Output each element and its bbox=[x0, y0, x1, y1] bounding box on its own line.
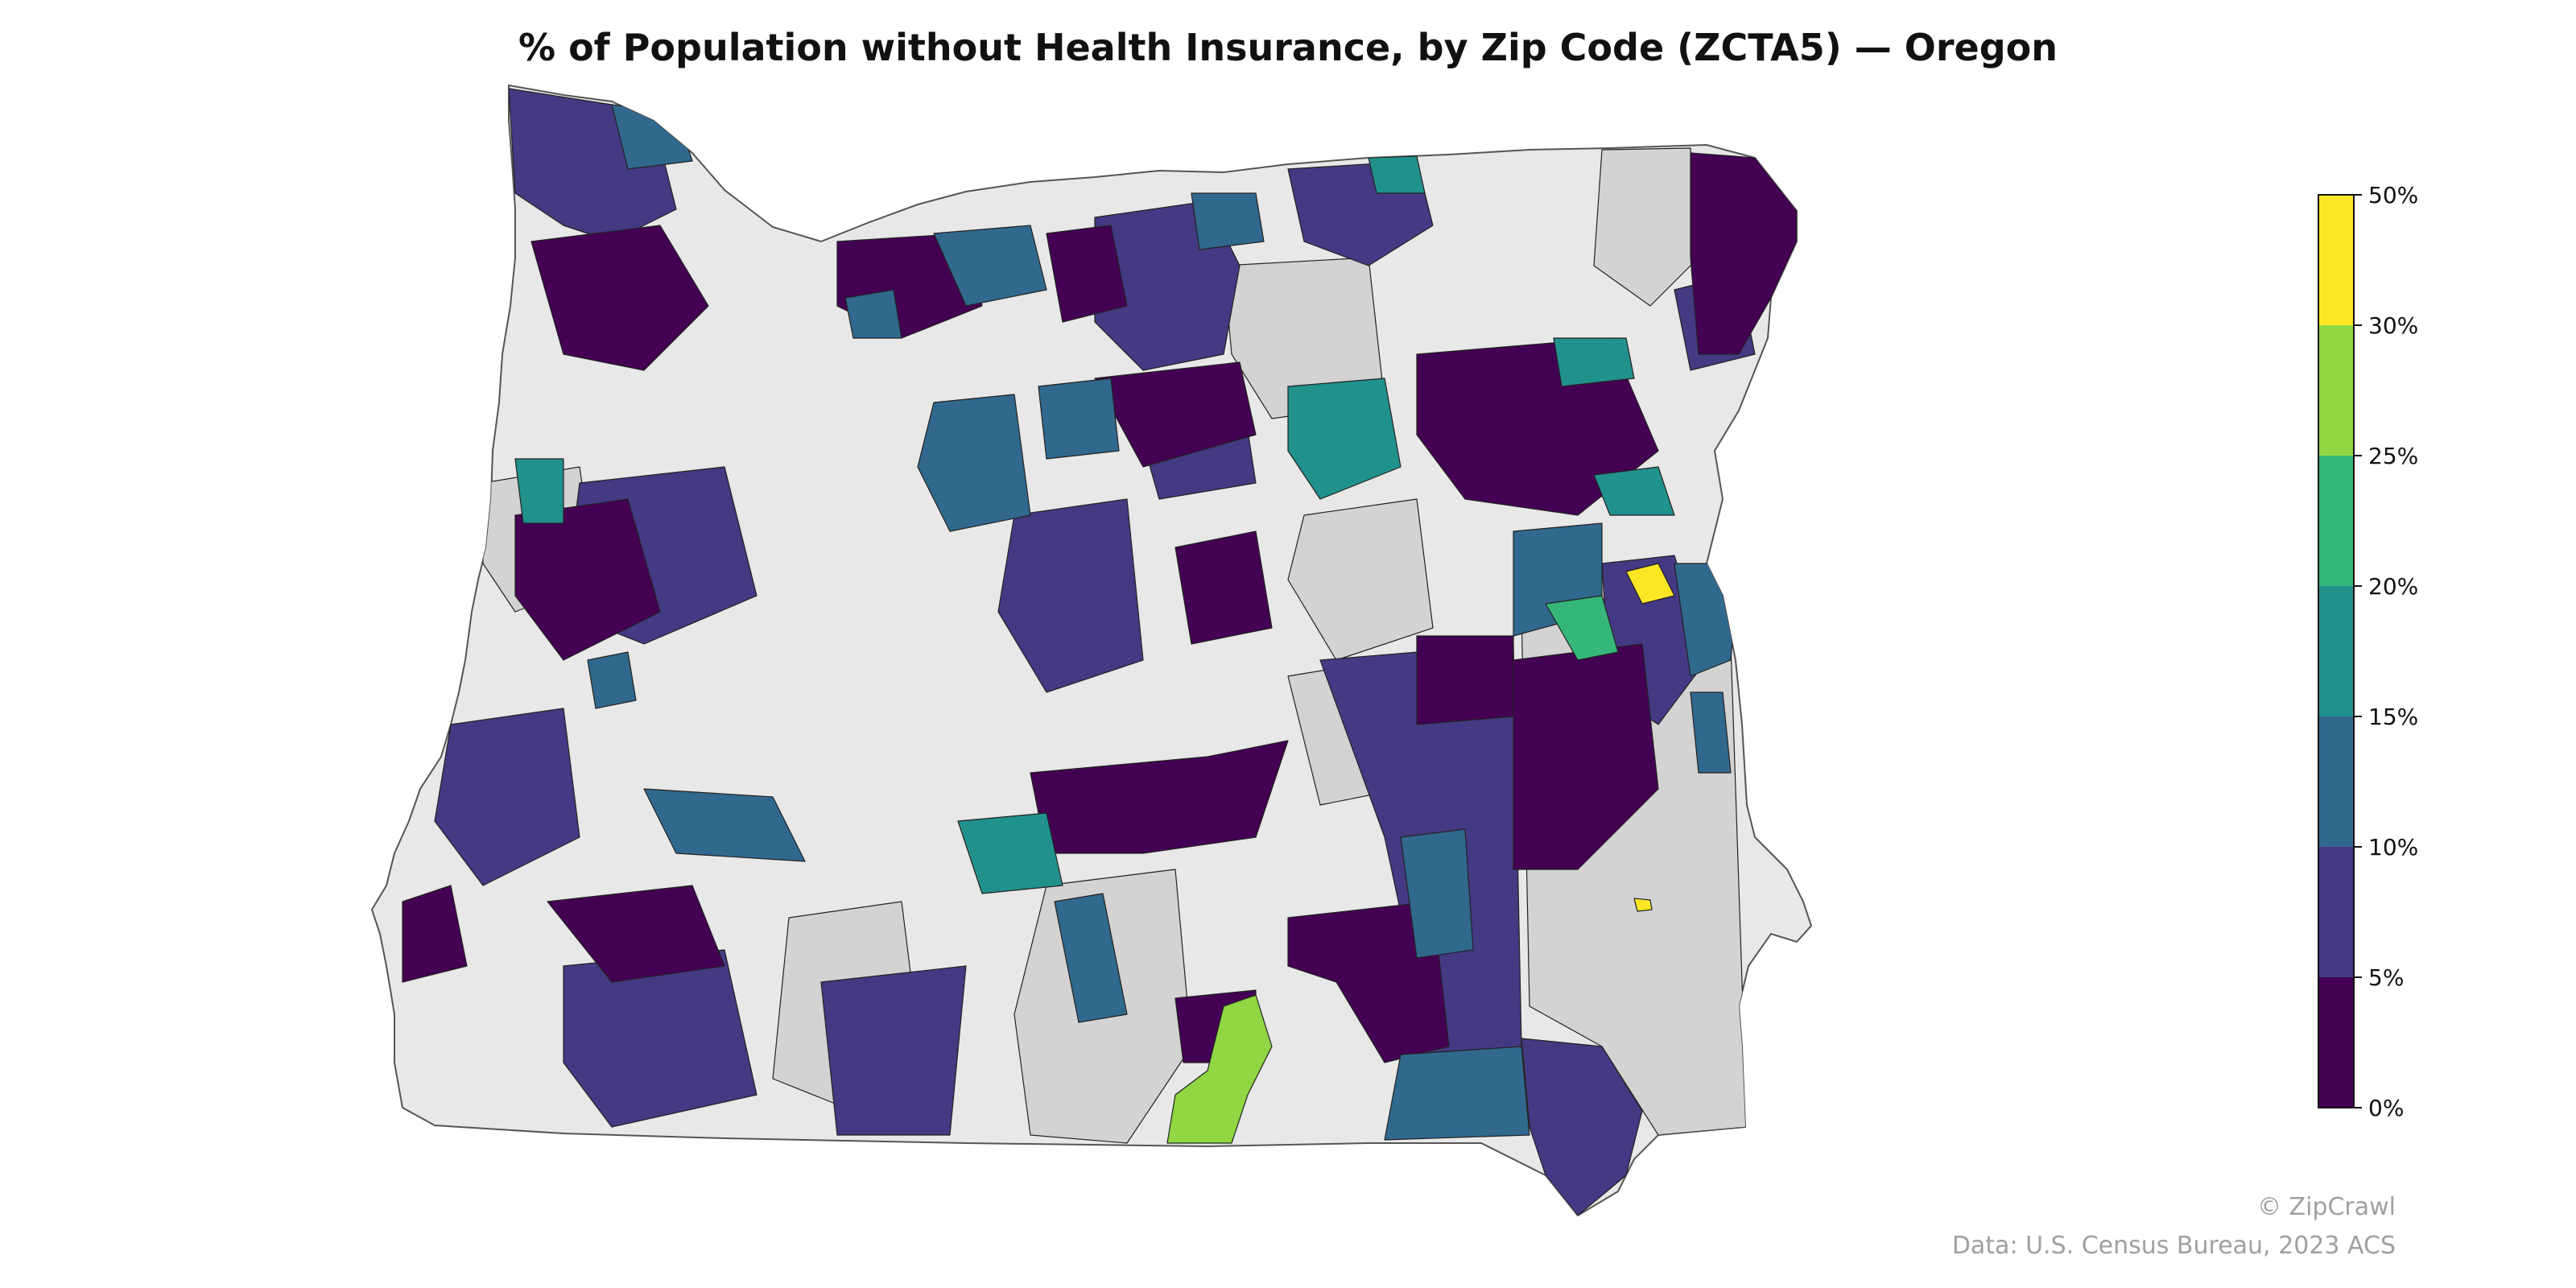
zcta-10-15-valley bbox=[1054, 893, 1128, 1023]
colorbar-segment bbox=[2318, 195, 2354, 325]
brand-credit: © ZipCrawl bbox=[2256, 1193, 2396, 1221]
map-title: % of Population without Health Insurance… bbox=[518, 26, 2058, 69]
colorbar-tick-label: 25% bbox=[2368, 443, 2418, 469]
zcta-5-10-south-a bbox=[820, 965, 967, 1136]
colorbar-tick-label: 20% bbox=[2368, 573, 2418, 600]
zcta-10-15-central bbox=[1038, 378, 1120, 460]
colorbar-tick-label: 0% bbox=[2368, 1095, 2404, 1121]
zcta-0-5-east-b bbox=[1416, 635, 1514, 725]
zcta-0-5-west-a bbox=[514, 498, 661, 661]
source-credit: Data: U.S. Census Bureau, 2023 ACS bbox=[1951, 1232, 2396, 1260]
zcta-30-50-east-b bbox=[1633, 898, 1653, 912]
colorbar-labels: 0% 5% 10% 15% 20% 25% 30% 50% bbox=[2368, 182, 2418, 1121]
zcta-20-25-east bbox=[1545, 595, 1619, 661]
zcta-0-5-northwest bbox=[530, 225, 709, 371]
zcta-15-20-east-small bbox=[1593, 466, 1675, 516]
zcta-5-10-southeast bbox=[1521, 1038, 1643, 1216]
colorbar-frame bbox=[2318, 194, 2355, 1108]
zcta-10-15-southeast bbox=[1384, 1046, 1530, 1141]
colorbar bbox=[2318, 194, 2362, 1108]
colorbar-tick-label: 5% bbox=[2368, 964, 2404, 991]
zcta-5-10-west-a bbox=[434, 708, 580, 886]
zcta-10-15-north-c bbox=[844, 289, 902, 339]
zcta-10-15-central-west bbox=[917, 394, 1031, 532]
colorbar-tick-label: 50% bbox=[2368, 182, 2418, 208]
zcta-0-5-mid-b bbox=[1174, 530, 1273, 645]
zcta-0-5-north-central bbox=[1094, 361, 1257, 468]
colorbar-segment bbox=[2318, 456, 2354, 586]
zcta-15-20-west bbox=[514, 458, 564, 524]
zcta-10-15-north-b bbox=[1191, 192, 1265, 250]
zcta-0-5-southwest bbox=[547, 885, 725, 983]
colorbar-tick-label: 15% bbox=[2368, 704, 2418, 730]
zcta-5-10-southwest-a bbox=[563, 949, 758, 1128]
colorbar-tick-label: 10% bbox=[2368, 834, 2418, 861]
zcta-25-30-south bbox=[1166, 994, 1273, 1144]
zcta-10-15-east-c bbox=[1690, 691, 1732, 774]
zcta-15-20-northeast bbox=[1553, 337, 1635, 387]
colorbar-segment bbox=[2318, 977, 2354, 1108]
zcta-0-5-northeast bbox=[1690, 152, 1798, 355]
zcta-0-5-north-b bbox=[1046, 225, 1128, 323]
zcta-15-20-north-small bbox=[1368, 155, 1426, 194]
zcta-15-20-central bbox=[957, 812, 1063, 894]
zcta-5-10-central-a bbox=[997, 498, 1144, 693]
zcta-10-15-west bbox=[643, 788, 806, 862]
zcta-10-15-south-central bbox=[1400, 828, 1474, 959]
colorbar-segment bbox=[2318, 325, 2354, 456]
zcta-0-5-east bbox=[1513, 643, 1659, 870]
zcta-10-15-north-a bbox=[933, 225, 1047, 307]
colorbar-segment bbox=[2318, 716, 2354, 847]
colorbar-tick-label: 30% bbox=[2368, 312, 2418, 339]
zcta-nodata-northeast bbox=[1593, 147, 1699, 307]
zcta-15-20-north bbox=[1287, 378, 1402, 500]
zcta-0-5-coast bbox=[402, 885, 468, 983]
zcta-10-15-west-b bbox=[587, 651, 637, 709]
zcta-nodata-mid bbox=[1287, 498, 1434, 661]
colorbar-segment bbox=[2318, 847, 2354, 977]
colorbar-segment bbox=[2318, 586, 2354, 716]
zcta-30-50-east-a bbox=[1625, 563, 1675, 605]
